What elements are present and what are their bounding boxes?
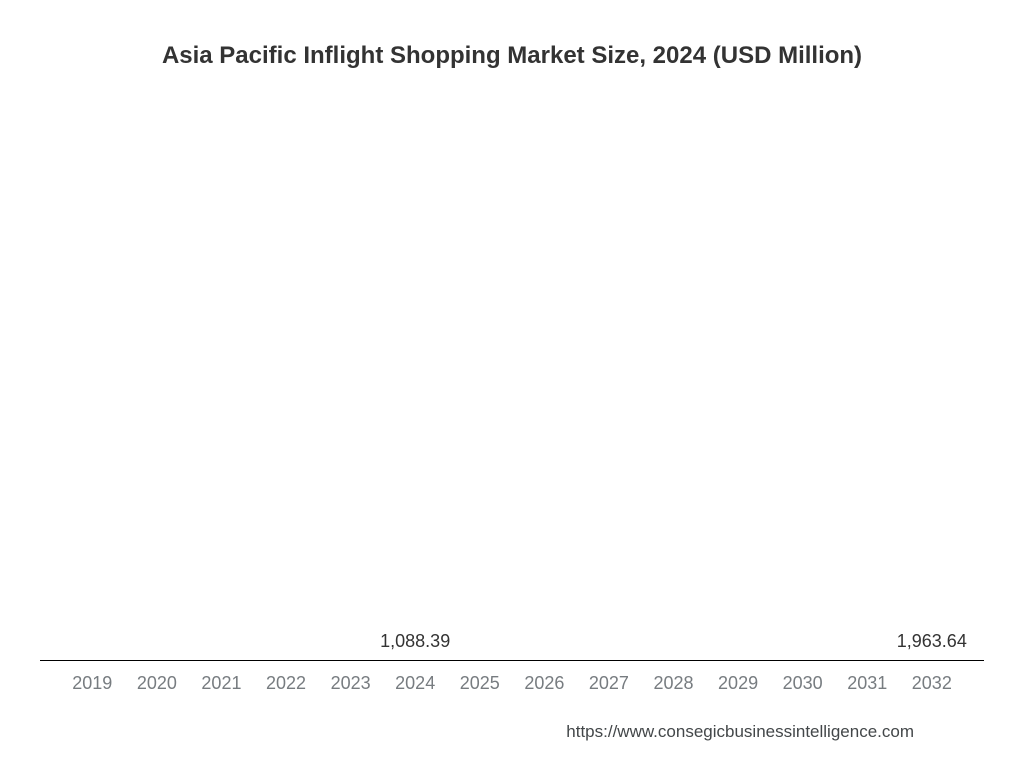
plot-area: 1,088.39 1,963.64: [40, 101, 984, 661]
x-tick-label: 2030: [770, 673, 835, 694]
chart-title: Asia Pacific Inflight Shopping Market Si…: [40, 40, 984, 71]
x-tick-label: 2029: [706, 673, 771, 694]
x-tick-label: 2026: [512, 673, 577, 694]
x-tick-label: 2024: [383, 673, 448, 694]
x-tick-label: 2022: [254, 673, 319, 694]
bars-group: 1,088.39 1,963.64: [60, 101, 964, 660]
x-tick-label: 2023: [318, 673, 383, 694]
chart-container: Asia Pacific Inflight Shopping Market Si…: [0, 0, 1024, 768]
x-tick-label: 2031: [835, 673, 900, 694]
x-axis: 2019202020212022202320242025202620272028…: [40, 661, 984, 694]
x-tick-label: 2019: [60, 673, 125, 694]
x-tick-label: 2032: [900, 673, 965, 694]
x-tick-label: 2027: [577, 673, 642, 694]
x-tick-label: 2028: [641, 673, 706, 694]
x-tick-label: 2025: [447, 673, 512, 694]
x-tick-label: 2020: [125, 673, 190, 694]
source-link: https://www.consegicbusinessintelligence…: [40, 694, 984, 742]
bar-value-label: 1,963.64: [897, 631, 967, 652]
bar-value-label: 1,088.39: [380, 631, 450, 652]
x-tick-label: 2021: [189, 673, 254, 694]
